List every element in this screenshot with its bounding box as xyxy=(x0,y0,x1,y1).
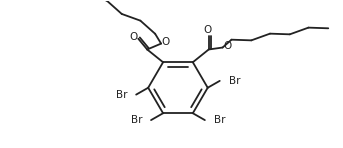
Text: O: O xyxy=(161,37,169,47)
Text: Br: Br xyxy=(229,76,240,86)
Text: O: O xyxy=(223,41,232,51)
Text: Br: Br xyxy=(116,90,127,100)
Text: Br: Br xyxy=(214,115,225,125)
Text: O: O xyxy=(129,32,138,42)
Text: Br: Br xyxy=(131,115,142,125)
Text: O: O xyxy=(204,25,212,35)
